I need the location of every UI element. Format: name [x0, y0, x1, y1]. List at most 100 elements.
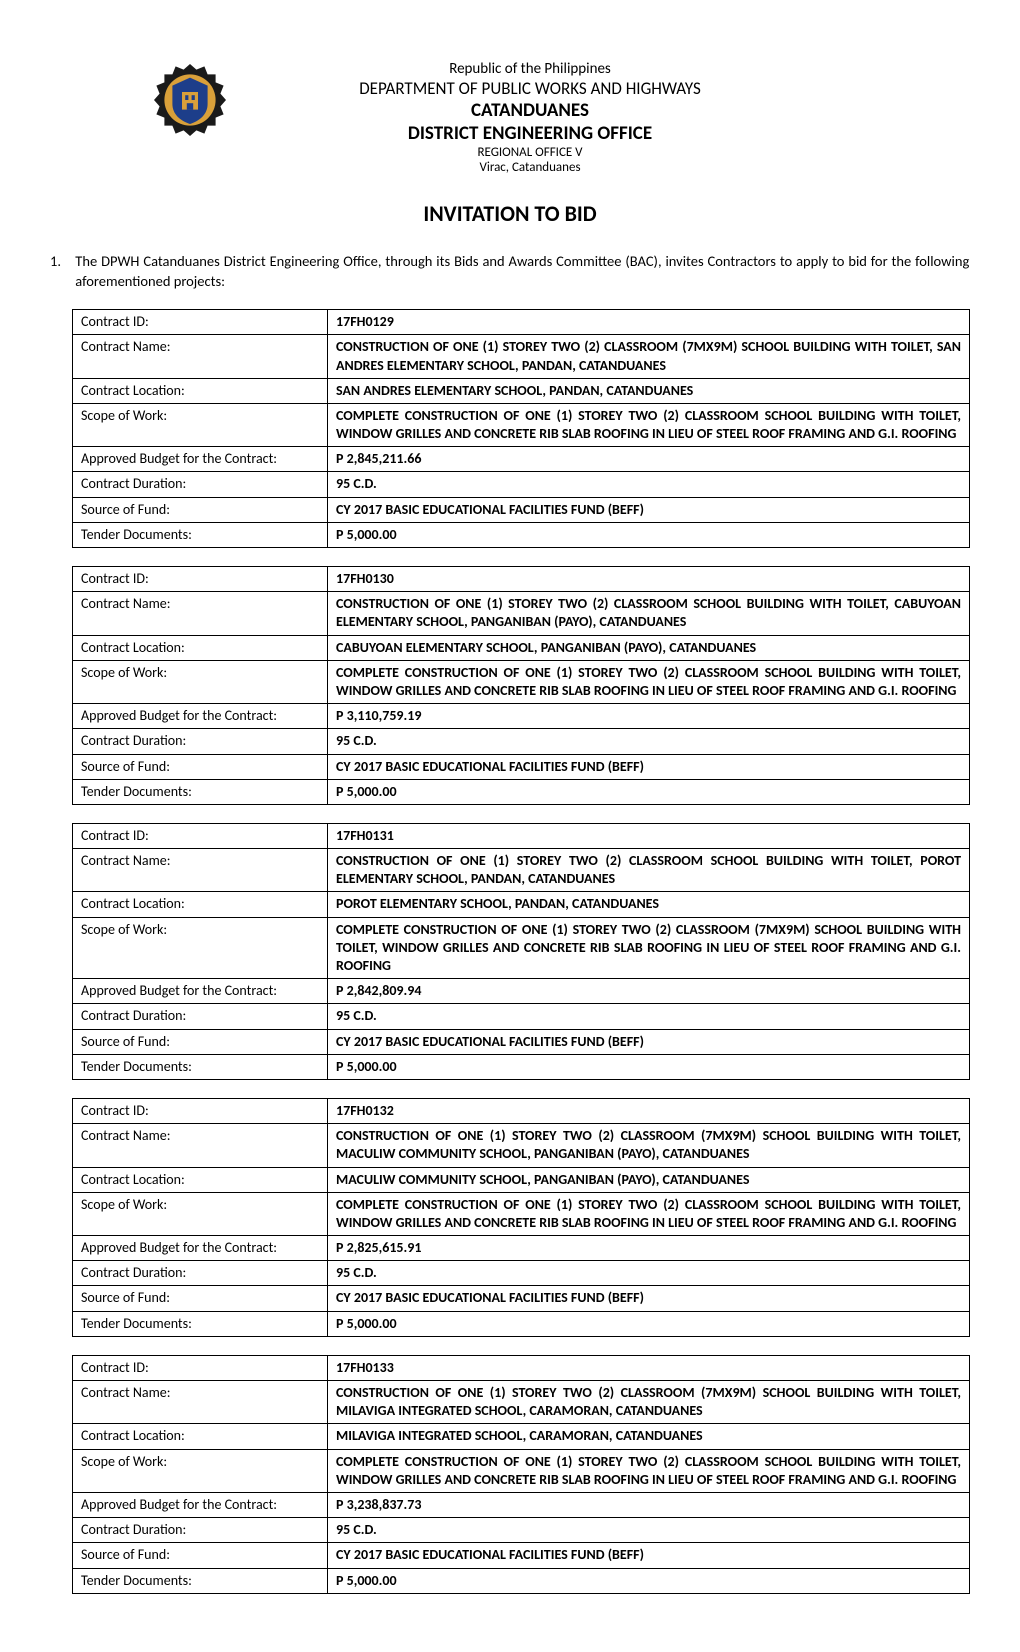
row-value-location: MACULIW COMMUNITY SCHOOL, PANGANIBAN (PA… — [328, 1167, 970, 1192]
row-label-duration: Contract Duration: — [73, 472, 328, 497]
row-label-duration: Contract Duration: — [73, 1261, 328, 1286]
table-row: Approved Budget for the Contract:P 2,845… — [73, 447, 970, 472]
header-department: DEPARTMENT OF PUBLIC WORKS AND HIGHWAYS — [270, 78, 790, 99]
row-label-name: Contract Name: — [73, 1124, 328, 1167]
row-value-id: 17FH0132 — [328, 1098, 970, 1123]
row-value-budget: P 3,238,837.73 — [328, 1492, 970, 1517]
row-label-duration: Contract Duration: — [73, 1518, 328, 1543]
row-value-name: CONSTRUCTION OF ONE (1) STOREY TWO (2) C… — [328, 592, 970, 635]
table-row: Tender Documents:P 5,000.00 — [73, 1311, 970, 1336]
row-label-budget: Approved Budget for the Contract: — [73, 1236, 328, 1261]
header-province: CATANDUANES — [270, 99, 790, 122]
row-label-fund: Source of Fund: — [73, 1543, 328, 1568]
header-text-block: Republic of the Philippines DEPARTMENT O… — [270, 60, 970, 175]
row-value-duration: 95 C.D. — [328, 472, 970, 497]
row-value-name: CONSTRUCTION OF ONE (1) STOREY TWO (2) C… — [328, 1124, 970, 1167]
table-row: Contract ID:17FH0129 — [73, 310, 970, 335]
table-row: Source of Fund:CY 2017 BASIC EDUCATIONAL… — [73, 1543, 970, 1568]
table-row: Contract Duration:95 C.D. — [73, 472, 970, 497]
row-value-location: MILAVIGA INTEGRATED SCHOOL, CARAMORAN, C… — [328, 1424, 970, 1449]
row-label-scope: Scope of Work: — [73, 660, 328, 703]
row-value-duration: 95 C.D. — [328, 1261, 970, 1286]
row-label-fund: Source of Fund: — [73, 497, 328, 522]
row-value-id: 17FH0133 — [328, 1355, 970, 1380]
row-label-name: Contract Name: — [73, 335, 328, 378]
row-label-name: Contract Name: — [73, 592, 328, 635]
header-city: Virac, Catanduanes — [270, 160, 790, 175]
row-value-tender: P 5,000.00 — [328, 522, 970, 547]
row-value-tender: P 5,000.00 — [328, 1568, 970, 1593]
row-value-id: 17FH0131 — [328, 823, 970, 848]
row-value-tender: P 5,000.00 — [328, 1311, 970, 1336]
row-label-id: Contract ID: — [73, 567, 328, 592]
row-label-scope: Scope of Work: — [73, 1192, 328, 1235]
contract-table: Contract ID:17FH0132Contract Name:CONSTR… — [72, 1098, 970, 1337]
table-row: Scope of Work:COMPLETE CONSTRUCTION OF O… — [73, 1449, 970, 1492]
contract-table: Contract ID:17FH0131Contract Name:CONSTR… — [72, 823, 970, 1080]
row-label-tender: Tender Documents: — [73, 1568, 328, 1593]
table-row: Approved Budget for the Contract:P 2,842… — [73, 979, 970, 1004]
row-value-fund: CY 2017 BASIC EDUCATIONAL FACILITIES FUN… — [328, 1543, 970, 1568]
row-value-fund: CY 2017 BASIC EDUCATIONAL FACILITIES FUN… — [328, 1286, 970, 1311]
row-label-id: Contract ID: — [73, 1098, 328, 1123]
table-row: Approved Budget for the Contract:P 3,238… — [73, 1492, 970, 1517]
row-value-fund: CY 2017 BASIC EDUCATIONAL FACILITIES FUN… — [328, 497, 970, 522]
row-value-budget: P 2,825,615.91 — [328, 1236, 970, 1261]
row-label-tender: Tender Documents: — [73, 779, 328, 804]
row-value-scope: COMPLETE CONSTRUCTION OF ONE (1) STOREY … — [328, 1449, 970, 1492]
row-value-id: 17FH0130 — [328, 567, 970, 592]
row-label-location: Contract Location: — [73, 635, 328, 660]
table-row: Scope of Work:COMPLETE CONSTRUCTION OF O… — [73, 917, 970, 979]
table-row: Contract Name:CONSTRUCTION OF ONE (1) ST… — [73, 335, 970, 378]
contracts-list: Contract ID:17FH0129Contract Name:CONSTR… — [50, 309, 970, 1594]
row-label-scope: Scope of Work: — [73, 1449, 328, 1492]
table-row: Contract Name:CONSTRUCTION OF ONE (1) ST… — [73, 849, 970, 892]
row-value-scope: COMPLETE CONSTRUCTION OF ONE (1) STOREY … — [328, 1192, 970, 1235]
table-row: Contract Duration:95 C.D. — [73, 729, 970, 754]
row-label-duration: Contract Duration: — [73, 729, 328, 754]
row-label-budget: Approved Budget for the Contract: — [73, 447, 328, 472]
intro-paragraph: 1. The DPWH Catanduanes District Enginee… — [50, 252, 970, 291]
row-value-name: CONSTRUCTION OF ONE (1) STOREY TWO (2) C… — [328, 1381, 970, 1424]
row-label-location: Contract Location: — [73, 378, 328, 403]
row-value-location: CABUYOAN ELEMENTARY SCHOOL, PANGANIBAN (… — [328, 635, 970, 660]
table-row: Contract Duration:95 C.D. — [73, 1004, 970, 1029]
table-row: Contract Name:CONSTRUCTION OF ONE (1) ST… — [73, 1124, 970, 1167]
table-row: Contract Location:CABUYOAN ELEMENTARY SC… — [73, 635, 970, 660]
header-republic: Republic of the Philippines — [270, 60, 790, 78]
row-label-duration: Contract Duration: — [73, 1004, 328, 1029]
table-row: Contract Duration:95 C.D. — [73, 1518, 970, 1543]
row-label-scope: Scope of Work: — [73, 917, 328, 979]
contract-table: Contract ID:17FH0133Contract Name:CONSTR… — [72, 1355, 970, 1594]
row-label-fund: Source of Fund: — [73, 1029, 328, 1054]
dpwh-logo-icon — [150, 60, 230, 140]
row-value-scope: COMPLETE CONSTRUCTION OF ONE (1) STOREY … — [328, 403, 970, 446]
table-row: Contract Location:MACULIW COMMUNITY SCHO… — [73, 1167, 970, 1192]
row-value-duration: 95 C.D. — [328, 729, 970, 754]
row-value-duration: 95 C.D. — [328, 1518, 970, 1543]
row-label-location: Contract Location: — [73, 1424, 328, 1449]
header-region: REGIONAL OFFICE V — [270, 145, 790, 160]
table-row: Contract ID:17FH0132 — [73, 1098, 970, 1123]
table-row: Tender Documents:P 5,000.00 — [73, 779, 970, 804]
table-row: Scope of Work:COMPLETE CONSTRUCTION OF O… — [73, 660, 970, 703]
table-row: Contract Location:POROT ELEMENTARY SCHOO… — [73, 892, 970, 917]
row-label-id: Contract ID: — [73, 1355, 328, 1380]
row-label-tender: Tender Documents: — [73, 1311, 328, 1336]
contract-table: Contract ID:17FH0130Contract Name:CONSTR… — [72, 566, 970, 805]
page-title: INVITATION TO BID — [50, 200, 970, 227]
table-row: Contract Name:CONSTRUCTION OF ONE (1) ST… — [73, 1381, 970, 1424]
table-row: Contract ID:17FH0131 — [73, 823, 970, 848]
row-value-fund: CY 2017 BASIC EDUCATIONAL FACILITIES FUN… — [328, 1029, 970, 1054]
row-value-budget: P 2,842,809.94 — [328, 979, 970, 1004]
row-label-location: Contract Location: — [73, 892, 328, 917]
row-label-budget: Approved Budget for the Contract: — [73, 704, 328, 729]
row-value-budget: P 2,845,211.66 — [328, 447, 970, 472]
table-row: Approved Budget for the Contract:P 2,825… — [73, 1236, 970, 1261]
table-row: Tender Documents:P 5,000.00 — [73, 1568, 970, 1593]
row-value-scope: COMPLETE CONSTRUCTION OF ONE (1) STOREY … — [328, 917, 970, 979]
table-row: Source of Fund:CY 2017 BASIC EDUCATIONAL… — [73, 497, 970, 522]
table-row: Source of Fund:CY 2017 BASIC EDUCATIONAL… — [73, 1029, 970, 1054]
table-row: Contract Duration:95 C.D. — [73, 1261, 970, 1286]
row-label-name: Contract Name: — [73, 1381, 328, 1424]
